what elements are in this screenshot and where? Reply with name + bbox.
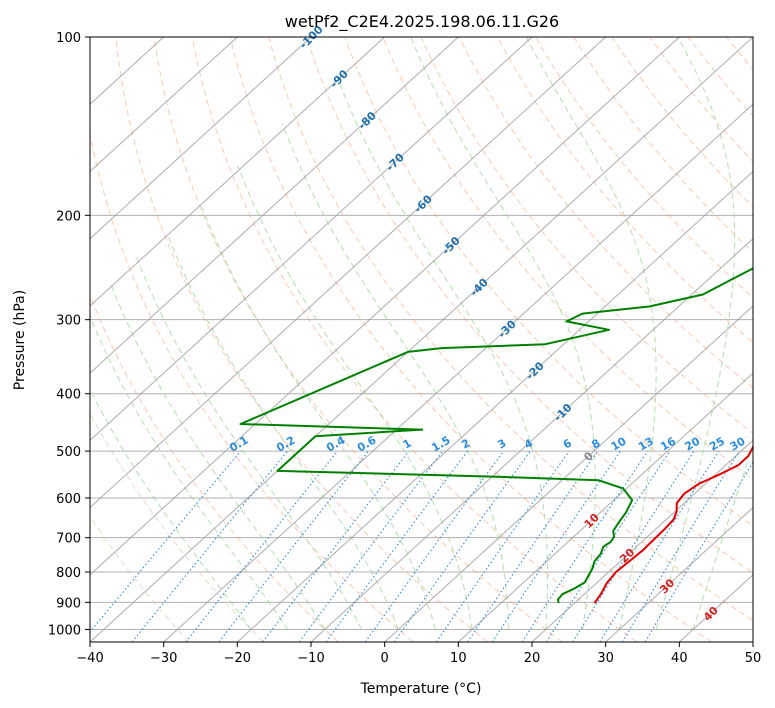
isotherm-line — [90, 37, 680, 576]
y-tick-label: 800 — [56, 566, 81, 581]
x-tick-label: −30 — [150, 651, 177, 666]
dewpoint-profile-line — [239, 267, 753, 604]
isotherm-line — [531, 439, 753, 642]
x-tick-label: 20 — [524, 651, 541, 666]
y-tick-label: 400 — [56, 388, 81, 403]
mixing-ratio-line — [599, 450, 720, 642]
dry-adiabat-line — [90, 412, 264, 642]
mixing-ratio-line — [545, 450, 671, 642]
mixing-ratio-line — [218, 450, 369, 642]
mixing-ratio-line — [364, 450, 505, 642]
dry-adiabat-line — [765, 37, 775, 642]
dry-adiabat-line — [496, 37, 753, 344]
x-tick-label: −40 — [76, 651, 103, 666]
dry-adiabat-line — [268, 37, 753, 622]
moist-adiabat-line — [90, 388, 252, 630]
moist-adiabat-line — [166, 233, 399, 630]
dry-adiabat-line — [153, 37, 563, 642]
y-tick-label: 200 — [56, 209, 81, 224]
dry-adiabat-line — [420, 37, 753, 434]
mixing-ratio-line — [262, 450, 410, 642]
dry-adiabat-line — [382, 37, 753, 481]
moist-adiabat-line — [410, 37, 596, 630]
isotherm-line — [605, 506, 753, 642]
dry-adiabat-line — [573, 37, 753, 253]
x-axis-label: Temperature (°C) — [360, 681, 482, 697]
mixing-ratio-line — [185, 450, 339, 642]
y-axis-label: Pressure (hPa) — [12, 290, 28, 390]
plot-frame — [89, 36, 754, 643]
dry-adiabat-line — [306, 37, 753, 574]
isotherm-line — [90, 37, 533, 442]
sounding-series — [239, 267, 753, 604]
isotherm-line — [384, 305, 753, 642]
isotherm-line — [90, 37, 386, 307]
axes: −40 −30 −20 −10 0 10 20 30 40 50 100 200 300 400 500 60… — [48, 31, 761, 666]
isotherm-line — [90, 37, 238, 173]
mixing-ratio-line — [572, 450, 695, 642]
y-tick-label: 900 — [56, 596, 81, 611]
mixing-ratio-line — [131, 450, 289, 642]
y-tick-label: 700 — [56, 532, 81, 547]
moist-adiabat-line — [655, 37, 736, 630]
isotherm-line — [90, 37, 753, 642]
dry-adiabat-line — [90, 131, 414, 642]
moist-adiabat-line — [692, 443, 753, 630]
dry-adiabat-line — [115, 37, 488, 642]
temperature-profile-line — [593, 443, 753, 604]
mixing-ratio-line — [467, 450, 599, 642]
y-tick-label: 1000 — [48, 623, 81, 638]
y-tick-label: 600 — [56, 492, 81, 507]
x-tick-label: 40 — [671, 651, 688, 666]
mixing-ratio-line — [90, 450, 242, 633]
isotherm-line — [457, 372, 753, 642]
x-tick-label: 50 — [745, 651, 762, 666]
moist-adiabat-line — [525, 37, 657, 630]
isotherm-line — [90, 37, 312, 240]
dry-adiabat-line — [191, 37, 638, 642]
y-tick-label: 300 — [56, 314, 81, 329]
x-tick-label: 30 — [597, 651, 614, 666]
moist-adiabat-line — [136, 256, 363, 630]
isotherm-line — [90, 37, 607, 509]
dry-adiabat-line — [344, 37, 753, 527]
moist-adiabat-line — [90, 314, 289, 630]
background-lines — [90, 37, 775, 642]
pressure-gridlines — [90, 36, 753, 630]
dry-adiabat-line — [458, 37, 753, 389]
isotherm-line — [90, 37, 459, 374]
mixing-ratio-line — [644, 461, 753, 642]
moist-adiabat-line — [109, 282, 326, 630]
moist-adiabat-line — [199, 201, 436, 630]
x-tick-label: 10 — [450, 651, 467, 666]
dry-adiabat-line — [649, 37, 753, 163]
x-tick-label: 0 — [381, 651, 389, 666]
mixing-ratio-line — [393, 450, 531, 642]
isotherm-line — [752, 641, 753, 642]
dry-adiabat-line — [90, 293, 339, 642]
isotherm-line — [163, 103, 753, 642]
chart-title: wetPf2_C2E4.2025.198.06.11.G26 — [285, 12, 559, 32]
x-tick-label: −20 — [224, 651, 251, 666]
dry-adiabat-line — [229, 37, 712, 642]
x-tick-label: −10 — [297, 651, 324, 666]
y-tick-label: 100 — [56, 31, 81, 46]
y-tick-label: 500 — [56, 445, 81, 460]
mixing-ratio-line — [621, 450, 740, 642]
isotherm-line — [310, 237, 753, 642]
